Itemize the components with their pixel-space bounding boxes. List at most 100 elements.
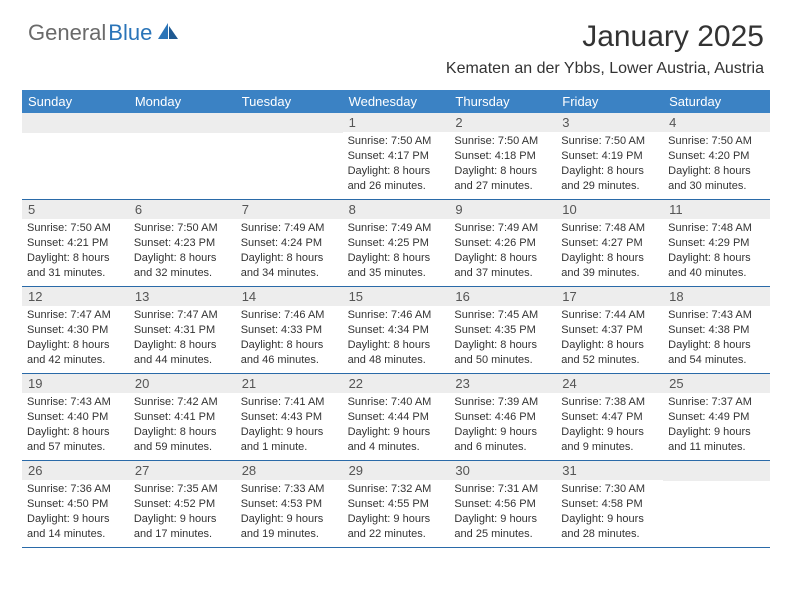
day-details: Sunrise: 7:50 AMSunset: 4:17 PMDaylight:… (343, 132, 450, 197)
calendar-cell: 7Sunrise: 7:49 AMSunset: 4:24 PMDaylight… (236, 200, 343, 286)
weekday-header: Monday (129, 90, 236, 113)
day-number: 31 (556, 461, 663, 480)
calendar-cell-empty (129, 113, 236, 199)
detail-line: Daylight: 9 hours (454, 512, 551, 527)
detail-line: and 29 minutes. (561, 179, 658, 194)
detail-line: and 31 minutes. (27, 266, 124, 281)
detail-line: Sunset: 4:29 PM (668, 236, 765, 251)
day-number: 6 (129, 200, 236, 219)
detail-line: Sunrise: 7:50 AM (454, 134, 551, 149)
weekday-header: Sunday (22, 90, 129, 113)
day-number (22, 113, 129, 133)
detail-line: Sunrise: 7:40 AM (348, 395, 445, 410)
calendar-cell: 9Sunrise: 7:49 AMSunset: 4:26 PMDaylight… (449, 200, 556, 286)
detail-line: Daylight: 8 hours (27, 425, 124, 440)
day-number: 1 (343, 113, 450, 132)
detail-line: Sunset: 4:52 PM (134, 497, 231, 512)
day-details: Sunrise: 7:50 AMSunset: 4:19 PMDaylight:… (556, 132, 663, 197)
day-number: 16 (449, 287, 556, 306)
logo-text-general: General (28, 20, 106, 46)
week-row: 19Sunrise: 7:43 AMSunset: 4:40 PMDayligh… (22, 374, 770, 461)
calendar-cell-empty (236, 113, 343, 199)
day-number: 4 (663, 113, 770, 132)
day-number (236, 113, 343, 133)
calendar-cell: 13Sunrise: 7:47 AMSunset: 4:31 PMDayligh… (129, 287, 236, 373)
detail-line: Sunset: 4:26 PM (454, 236, 551, 251)
detail-line: Sunset: 4:20 PM (668, 149, 765, 164)
day-number: 27 (129, 461, 236, 480)
detail-line: and 34 minutes. (241, 266, 338, 281)
detail-line: Sunrise: 7:44 AM (561, 308, 658, 323)
detail-line: and 52 minutes. (561, 353, 658, 368)
day-details: Sunrise: 7:39 AMSunset: 4:46 PMDaylight:… (449, 393, 556, 458)
day-details: Sunrise: 7:50 AMSunset: 4:23 PMDaylight:… (129, 219, 236, 284)
day-number: 29 (343, 461, 450, 480)
detail-line: Daylight: 8 hours (668, 338, 765, 353)
calendar-cell: 5Sunrise: 7:50 AMSunset: 4:21 PMDaylight… (22, 200, 129, 286)
day-details: Sunrise: 7:36 AMSunset: 4:50 PMDaylight:… (22, 480, 129, 545)
calendar-cell: 18Sunrise: 7:43 AMSunset: 4:38 PMDayligh… (663, 287, 770, 373)
day-details: Sunrise: 7:45 AMSunset: 4:35 PMDaylight:… (449, 306, 556, 371)
detail-line: Sunset: 4:25 PM (348, 236, 445, 251)
detail-line: and 17 minutes. (134, 527, 231, 542)
detail-line: Sunrise: 7:42 AM (134, 395, 231, 410)
calendar-cell: 22Sunrise: 7:40 AMSunset: 4:44 PMDayligh… (343, 374, 450, 460)
weekday-header: Wednesday (343, 90, 450, 113)
detail-line: Daylight: 8 hours (348, 164, 445, 179)
day-number: 9 (449, 200, 556, 219)
detail-line: and 27 minutes. (454, 179, 551, 194)
day-number (129, 113, 236, 133)
calendar-cell: 16Sunrise: 7:45 AMSunset: 4:35 PMDayligh… (449, 287, 556, 373)
calendar-cell: 10Sunrise: 7:48 AMSunset: 4:27 PMDayligh… (556, 200, 663, 286)
day-details: Sunrise: 7:43 AMSunset: 4:40 PMDaylight:… (22, 393, 129, 458)
detail-line: Sunrise: 7:47 AM (27, 308, 124, 323)
detail-line: Sunrise: 7:49 AM (454, 221, 551, 236)
weekday-header: Tuesday (236, 90, 343, 113)
calendar-cell: 30Sunrise: 7:31 AMSunset: 4:56 PMDayligh… (449, 461, 556, 547)
detail-line: Daylight: 9 hours (454, 425, 551, 440)
calendar-cell: 24Sunrise: 7:38 AMSunset: 4:47 PMDayligh… (556, 374, 663, 460)
detail-line: Sunset: 4:44 PM (348, 410, 445, 425)
weekday-header-row: SundayMondayTuesdayWednesdayThursdayFrid… (22, 90, 770, 113)
detail-line: Sunset: 4:41 PM (134, 410, 231, 425)
detail-line: Sunrise: 7:41 AM (241, 395, 338, 410)
day-number: 8 (343, 200, 450, 219)
detail-line: and 11 minutes. (668, 440, 765, 455)
day-number: 5 (22, 200, 129, 219)
day-number: 17 (556, 287, 663, 306)
week-row: 1Sunrise: 7:50 AMSunset: 4:17 PMDaylight… (22, 113, 770, 200)
logo-sail-icon (156, 21, 180, 46)
week-row: 5Sunrise: 7:50 AMSunset: 4:21 PMDaylight… (22, 200, 770, 287)
day-details: Sunrise: 7:35 AMSunset: 4:52 PMDaylight:… (129, 480, 236, 545)
detail-line: Sunrise: 7:49 AM (241, 221, 338, 236)
calendar-cell-empty (22, 113, 129, 199)
detail-line: Sunrise: 7:36 AM (27, 482, 124, 497)
day-number (663, 461, 770, 481)
detail-line: Sunrise: 7:50 AM (134, 221, 231, 236)
detail-line: Sunset: 4:38 PM (668, 323, 765, 338)
day-details: Sunrise: 7:44 AMSunset: 4:37 PMDaylight:… (556, 306, 663, 371)
detail-line: Sunrise: 7:32 AM (348, 482, 445, 497)
calendar-cell: 28Sunrise: 7:33 AMSunset: 4:53 PMDayligh… (236, 461, 343, 547)
day-details: Sunrise: 7:49 AMSunset: 4:25 PMDaylight:… (343, 219, 450, 284)
calendar-cell: 12Sunrise: 7:47 AMSunset: 4:30 PMDayligh… (22, 287, 129, 373)
day-number: 2 (449, 113, 556, 132)
detail-line: and 25 minutes. (454, 527, 551, 542)
calendar-cell: 17Sunrise: 7:44 AMSunset: 4:37 PMDayligh… (556, 287, 663, 373)
detail-line: Sunrise: 7:50 AM (27, 221, 124, 236)
detail-line: Sunset: 4:47 PM (561, 410, 658, 425)
day-details: Sunrise: 7:30 AMSunset: 4:58 PMDaylight:… (556, 480, 663, 545)
detail-line: Daylight: 9 hours (668, 425, 765, 440)
detail-line: and 59 minutes. (134, 440, 231, 455)
detail-line: and 37 minutes. (454, 266, 551, 281)
detail-line: Sunset: 4:27 PM (561, 236, 658, 251)
weekday-header: Friday (556, 90, 663, 113)
detail-line: Sunrise: 7:50 AM (668, 134, 765, 149)
detail-line: Sunrise: 7:50 AM (561, 134, 658, 149)
calendar-cell: 6Sunrise: 7:50 AMSunset: 4:23 PMDaylight… (129, 200, 236, 286)
detail-line: and 57 minutes. (27, 440, 124, 455)
detail-line: Sunrise: 7:39 AM (454, 395, 551, 410)
detail-line: Daylight: 8 hours (241, 338, 338, 353)
detail-line: Daylight: 8 hours (561, 164, 658, 179)
day-details (663, 481, 770, 541)
